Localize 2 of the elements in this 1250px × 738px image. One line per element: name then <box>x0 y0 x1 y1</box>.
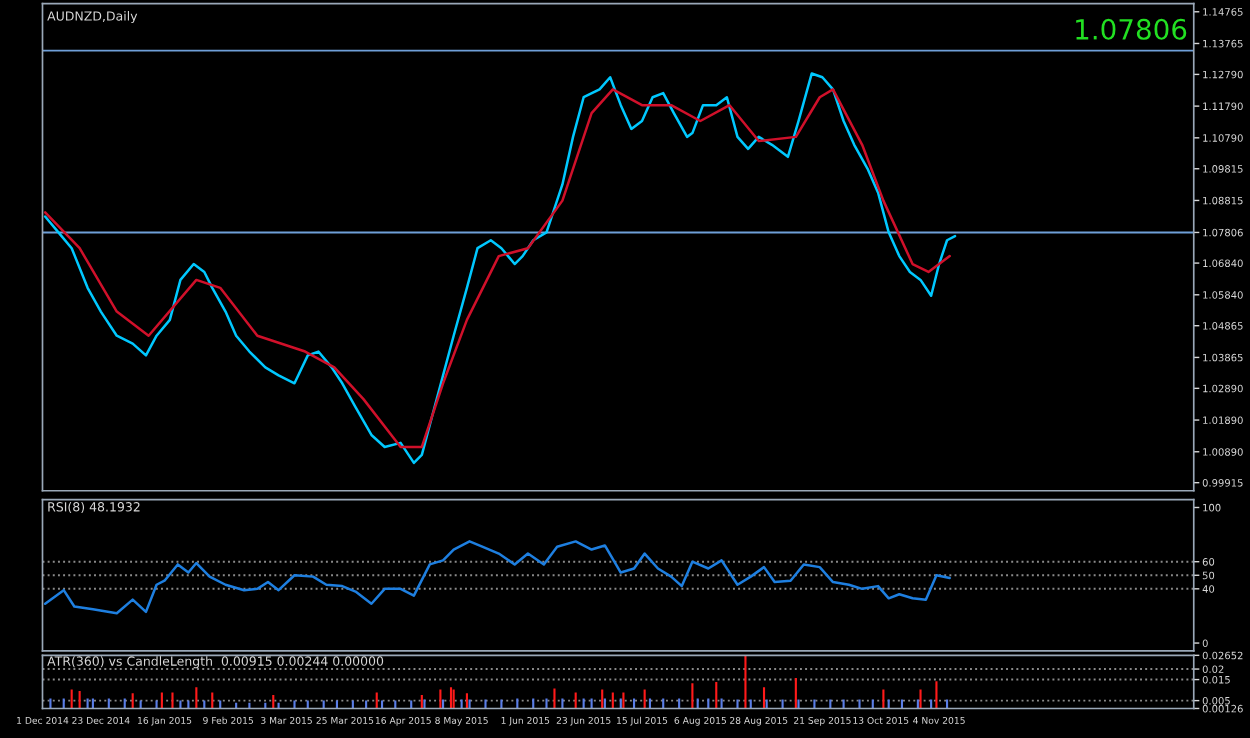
line-series <box>43 540 951 615</box>
annotation: 1.07806 <box>1076 18 1187 40</box>
